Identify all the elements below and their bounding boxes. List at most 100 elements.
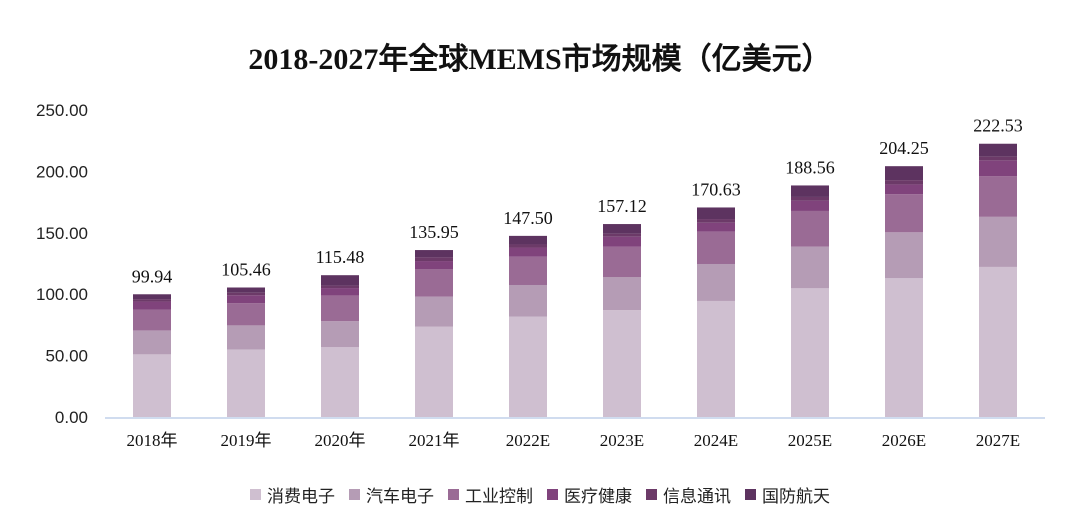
legend-item: 消费电子	[250, 482, 335, 507]
bar-segment	[227, 303, 265, 326]
bar-segment	[227, 295, 265, 304]
bar-segment	[133, 301, 171, 310]
bar-segment	[133, 309, 171, 331]
bar-segment	[979, 143, 1017, 157]
bar-segment	[321, 275, 359, 286]
data-label: 188.56	[785, 157, 835, 177]
legend: 消费电子 汽车电子 工业控制 医疗健康 信息通讯 国防航天	[0, 482, 1080, 507]
bar-segment	[321, 288, 359, 296]
bar-segment	[227, 349, 265, 417]
bar-segment	[697, 263, 735, 301]
stacked-bar-chart: 0.00 50.00 100.00 150.00 200.00 250.00 99.94 20…	[36, 101, 1045, 450]
bar-segment	[509, 284, 547, 317]
bar-segment	[415, 296, 453, 327]
bar-segment	[885, 194, 923, 233]
y-tick-label: 50.00	[45, 347, 88, 366]
legend-swatch	[745, 489, 756, 500]
bar-segment	[321, 321, 359, 348]
x-tick-label: 2019年	[221, 431, 272, 450]
legend-item: 信息通讯	[646, 482, 731, 507]
bar-segment	[603, 277, 641, 311]
data-label: 157.12	[597, 196, 647, 216]
data-label: 105.46	[221, 259, 271, 279]
bar-segment	[885, 166, 923, 181]
bar-segment	[227, 325, 265, 350]
legend-item: 国防航天	[745, 482, 830, 507]
x-tick-label: 2027E	[976, 431, 1020, 450]
bar-segment	[415, 269, 453, 297]
bar-segment	[885, 184, 923, 195]
legend-item: 医疗健康	[547, 482, 632, 507]
bar-segment	[979, 176, 1017, 217]
bar-segment	[133, 330, 171, 355]
bar-segment	[415, 326, 453, 417]
data-label: 135.95	[409, 222, 459, 242]
legend-item: 汽车电子	[349, 482, 434, 507]
legend-swatch	[646, 489, 657, 500]
bar-segment	[697, 231, 735, 264]
bar-segment	[321, 295, 359, 322]
x-tick-label: 2023E	[600, 431, 644, 450]
bar-segment	[509, 247, 547, 257]
bar-segment	[885, 232, 923, 279]
chart-title: 2018-2027年全球MEMS市场规模（亿美元）	[248, 43, 832, 76]
x-tick-label: 2022E	[506, 431, 550, 450]
data-label: 170.63	[691, 179, 741, 199]
y-tick-label: 100.00	[36, 285, 88, 304]
bar-segment	[697, 222, 735, 232]
x-tick-label: 2021年	[409, 431, 460, 450]
bar-segment	[979, 160, 1017, 177]
bar-segment	[133, 294, 171, 300]
bar-segment	[603, 310, 641, 417]
bar-segment	[509, 244, 547, 248]
y-tick-label: 0.00	[55, 408, 88, 427]
data-label: 204.25	[879, 138, 929, 158]
y-tick-label: 150.00	[36, 224, 88, 243]
bar-segment	[979, 266, 1017, 417]
x-tick-label: 2026E	[882, 431, 926, 450]
bar-segment	[791, 246, 829, 289]
bar-segment	[697, 207, 735, 220]
x-tick-label: 2025E	[788, 431, 832, 450]
bar-segment	[509, 235, 547, 245]
bar-segment	[697, 219, 735, 223]
x-tick-label: 2024E	[694, 431, 738, 450]
bar-segment	[791, 185, 829, 197]
x-tick-label: 2018年	[127, 431, 178, 450]
bar-segment	[603, 224, 641, 234]
data-label: 99.94	[132, 266, 173, 286]
bar-segment	[791, 210, 829, 247]
bar-segment	[509, 316, 547, 417]
bar-segment	[321, 285, 359, 289]
bar-segment	[791, 200, 829, 211]
bar-segment	[415, 250, 453, 258]
legend-label: 消费电子	[267, 487, 335, 507]
bar-segment	[979, 216, 1017, 267]
y-tick-label: 250.00	[36, 101, 88, 120]
legend-label: 国防航天	[762, 487, 830, 507]
bar-segment	[321, 347, 359, 417]
legend-swatch	[250, 489, 261, 500]
legend-label: 医疗健康	[564, 487, 632, 507]
y-tick-label: 200.00	[36, 162, 88, 181]
data-label: 222.53	[973, 116, 1023, 136]
data-label: 147.50	[503, 208, 553, 228]
bar-segment	[603, 233, 641, 237]
data-label: 115.48	[316, 247, 365, 267]
legend-swatch	[448, 489, 459, 500]
bar-segment	[603, 246, 641, 278]
bar-segment	[885, 180, 923, 185]
legend-item: 工业控制	[448, 482, 533, 507]
bar-segment	[509, 256, 547, 285]
bar-segment	[227, 287, 265, 293]
legend-swatch	[547, 489, 558, 500]
bar-segment	[133, 354, 171, 417]
bar-segment	[791, 196, 829, 201]
bar-segment	[133, 299, 171, 302]
bar-segment	[697, 300, 735, 417]
legend-label: 信息通讯	[663, 487, 731, 507]
legend-label: 汽车电子	[366, 487, 434, 507]
legend-label: 工业控制	[465, 487, 533, 507]
bar-segment	[885, 278, 923, 417]
